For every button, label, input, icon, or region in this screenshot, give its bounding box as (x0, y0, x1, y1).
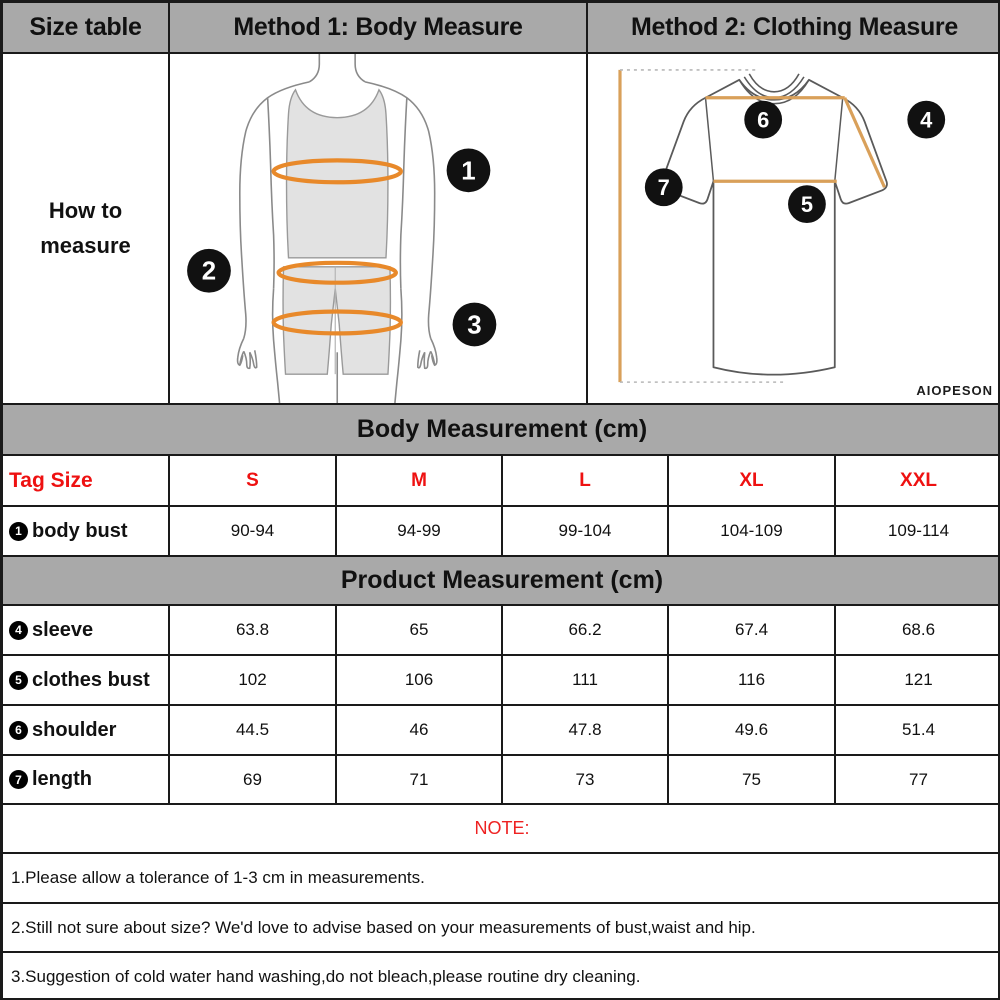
row-label-shoulder: 6 shoulder (2, 705, 169, 755)
size-header-xl: XL (668, 455, 835, 506)
svg-text:7: 7 (658, 175, 670, 200)
product-measurement-title: Product Measurement (cm) (2, 556, 998, 605)
cell-length-xl: 75 (668, 755, 835, 804)
tank-top-shape (285, 88, 389, 259)
note-item-3: 3.Suggestion of cold water hand washing,… (2, 952, 998, 998)
header-size-table: Size table (2, 2, 169, 53)
cell-clothes-bust-xl: 116 (668, 655, 835, 705)
svg-text:4: 4 (920, 108, 933, 133)
cell-clothes-bust-l: 111 (502, 655, 668, 705)
row-label-text-clothes-bust: clothes bust (32, 668, 150, 691)
row-label-sleeve: 4 sleeve (2, 605, 169, 655)
header-method-2: Method 2: Clothing Measure (587, 2, 998, 53)
number-badge-7: 7 (9, 770, 28, 789)
cell-clothes-bust-xxl: 121 (835, 655, 998, 705)
cell-sleeve-xl: 67.4 (668, 605, 835, 655)
measure-band-waist (276, 260, 398, 285)
cell-sleeve-xxl: 68.6 (835, 605, 998, 655)
how-to-measure-label: How to measure (2, 53, 169, 404)
marker-4: 4 (907, 100, 946, 139)
cell-clothes-bust-m: 106 (336, 655, 502, 705)
cell-shoulder-xxl: 51.4 (835, 705, 998, 755)
cell-body-bust-xl: 104-109 (668, 506, 835, 556)
svg-text:5: 5 (801, 192, 813, 217)
number-badge-1: 1 (9, 521, 28, 541)
cell-shoulder-s: 44.5 (169, 705, 336, 755)
row-label-length: 7 length (2, 755, 169, 804)
cell-length-s: 69 (169, 755, 336, 804)
size-header-m: M (336, 455, 502, 506)
tag-size-label: Tag Size (2, 455, 169, 506)
body-measurement-title: Body Measurement (cm) (2, 404, 998, 455)
cell-body-bust-m: 94-99 (336, 506, 502, 556)
cell-body-bust-s: 90-94 (169, 506, 336, 556)
cell-clothes-bust-s: 102 (169, 655, 336, 705)
cell-sleeve-l: 66.2 (502, 605, 668, 655)
row-label-body-bust: 1 body bust (2, 506, 169, 556)
row-label-text-sleeve: sleeve (32, 618, 94, 641)
size-header-s: S (169, 455, 336, 506)
guide-sleeve (843, 97, 886, 188)
svg-text:3: 3 (467, 311, 481, 339)
measure-band-hip (271, 309, 403, 336)
note-item-2: 2.Still not sure about size? We'd love t… (2, 903, 998, 952)
marker-6: 6 (744, 100, 783, 139)
number-badge-6: 6 (9, 720, 28, 740)
measure-band-bust (271, 158, 403, 185)
svg-text:1: 1 (461, 157, 475, 185)
cell-sleeve-m: 65 (336, 605, 502, 655)
row-label-clothes-bust: 5 clothes bust (2, 655, 169, 705)
svg-text:2: 2 (202, 258, 216, 286)
cell-shoulder-xl: 49.6 (668, 705, 835, 755)
body-measure-diagram: 1 2 3 (169, 53, 587, 404)
cell-body-bust-l: 99-104 (502, 506, 668, 556)
marker-5: 5 (788, 185, 826, 224)
cell-shoulder-m: 46 (336, 705, 502, 755)
marker-2: 2 (187, 248, 231, 293)
number-badge-4: 4 (9, 620, 28, 640)
header-method-1: Method 1: Body Measure (169, 2, 587, 53)
row-label-text-length: length (32, 768, 92, 790)
svg-text:6: 6 (757, 108, 769, 133)
cell-shoulder-l: 47.8 (502, 705, 668, 755)
how-to-measure-line-2: measure (40, 232, 131, 258)
cell-body-bust-xxl: 109-114 (835, 506, 998, 556)
clothing-measure-diagram: 4 5 6 7 AIOPESON (587, 53, 998, 404)
number-badge-5: 5 (9, 670, 28, 690)
size-header-l: L (502, 455, 668, 506)
marker-3: 3 (452, 302, 497, 347)
note-title: NOTE: (2, 804, 998, 853)
note-item-1: 1.Please allow a tolerance of 1-3 cm in … (2, 853, 998, 903)
size-header-xxl: XXL (835, 455, 998, 506)
row-label-text-body-bust: body bust (32, 519, 128, 542)
cell-length-m: 71 (336, 755, 502, 804)
cell-length-l: 73 (502, 755, 668, 804)
row-label-text-shoulder: shoulder (32, 718, 117, 741)
brand-watermark: AIOPESON (916, 383, 993, 398)
cell-sleeve-s: 63.8 (169, 605, 336, 655)
cell-length-xxl: 77 (835, 755, 998, 804)
marker-1: 1 (446, 148, 491, 193)
how-to-measure-line-1: How to (48, 198, 123, 224)
marker-7: 7 (644, 168, 683, 207)
